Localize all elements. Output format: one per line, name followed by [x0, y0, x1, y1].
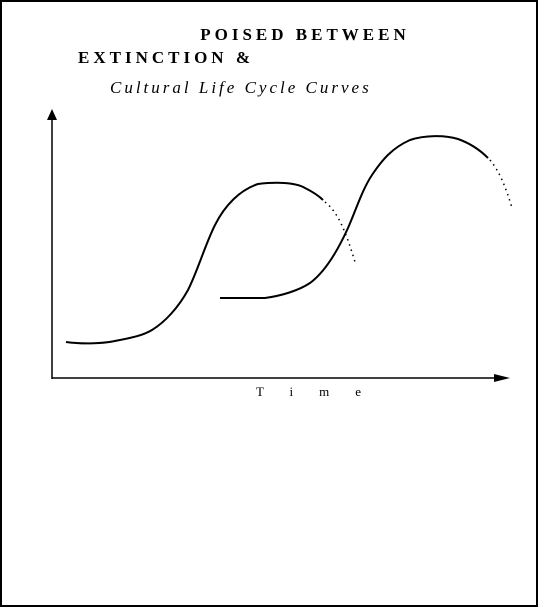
life-cycle-curve-2: [220, 135, 489, 299]
curve-1-decline: [324, 201, 356, 263]
title-line-1: POISED BETWEEN: [200, 25, 410, 44]
title-line-2: EXTINCTION &: [78, 48, 254, 67]
x-axis-arrow: [494, 374, 510, 382]
y-axis-arrow: [47, 109, 57, 120]
life-cycle-curve-1: [65, 181, 324, 345]
subtitle: Cultural Life Cycle Curves: [110, 78, 372, 97]
x-axis-label: Time: [256, 384, 387, 399]
